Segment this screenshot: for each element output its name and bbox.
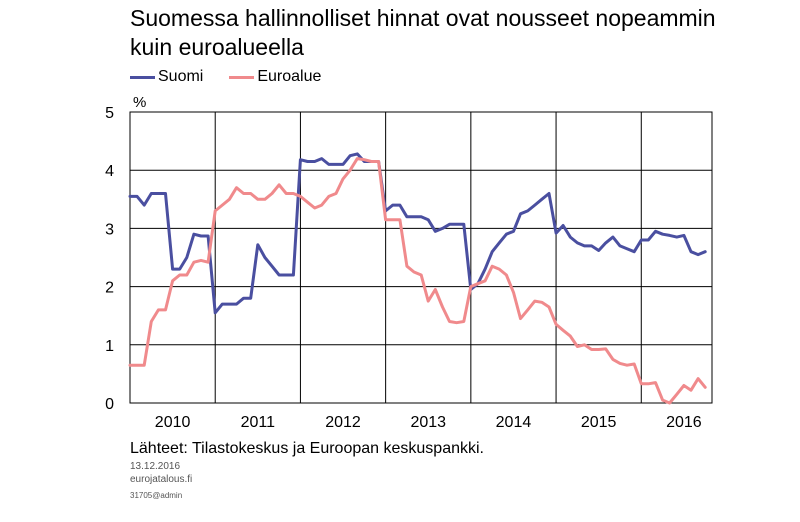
legend-item-suomi: Suomi xyxy=(130,68,203,86)
plot-frame xyxy=(129,111,713,404)
x-tick-label: 2010 xyxy=(155,414,191,431)
y-tick-label: 1 xyxy=(105,338,114,355)
source-note: Lähteet: Tilastokeskus ja Euroopan kesku… xyxy=(130,440,484,457)
legend-item-euroalue: Euroalue xyxy=(229,68,321,86)
legend-label-euroalue: Euroalue xyxy=(257,68,322,85)
site-name: eurojatalous.fi xyxy=(130,474,193,485)
y-tick-label: 2 xyxy=(105,280,114,297)
y-tick-label: 4 xyxy=(105,163,114,180)
legend-swatch-suomi xyxy=(130,75,155,79)
y-tick-label: 3 xyxy=(105,221,114,238)
legend-label-suomi: Suomi xyxy=(158,68,204,85)
publish-date: 13.12.2016 xyxy=(130,461,181,472)
x-tick-label: 2016 xyxy=(666,414,702,431)
y-axis-unit: % xyxy=(133,94,147,111)
y-tick-label: 5 xyxy=(105,105,114,122)
legend-swatch-euroalue xyxy=(229,75,255,79)
x-tick-label: 2011 xyxy=(241,414,276,431)
x-tick-label: 2015 xyxy=(581,414,617,431)
chart-title: Suomessa hallinnolliset hinnat ovat nous… xyxy=(130,5,716,60)
x-tick-label: 2013 xyxy=(410,414,446,431)
x-tick-label: 2014 xyxy=(496,414,532,431)
legend: Suomi Euroalue xyxy=(130,68,321,86)
series-line-euroalue xyxy=(128,157,707,405)
chart-code: 31705@admin xyxy=(130,491,183,500)
y-tick-label: 0 xyxy=(105,396,114,413)
x-tick-label: 2012 xyxy=(325,414,361,431)
series-line-suomi xyxy=(128,152,707,315)
